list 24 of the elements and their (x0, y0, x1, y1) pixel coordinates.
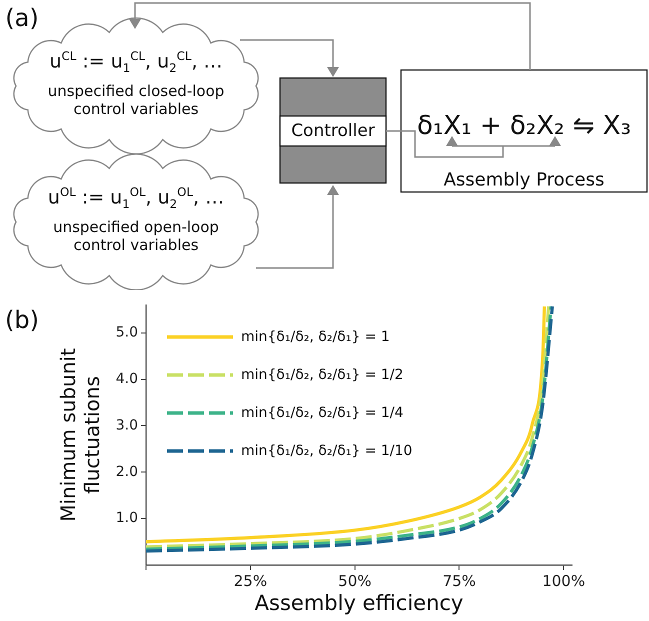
text: u$^{OL}$ := u$_{1}$$^{OL}$, u$_{2}$$^{OL}$, … (48, 184, 224, 212)
text: δ₁X₁ + δ₂X₂ ⇋ X₃ (417, 111, 631, 141)
text: unspecified open-loop control variables (52, 218, 220, 254)
x-axis-title: Assembly efficiency (254, 590, 464, 615)
y-tick-label: 2.0 (116, 464, 138, 480)
x-tick-label: 50% (338, 572, 372, 590)
y-axis-title: Minimum subunit fluctuations (56, 347, 104, 524)
y-tick-label: 4.0 (116, 370, 138, 387)
y-tick-label: 3.0 (116, 417, 138, 434)
y-tick-label: 1.0 (116, 510, 138, 526)
text: Assembly Process (444, 170, 604, 190)
text: (a) (5, 4, 39, 32)
text: u$^{CL}$ := u$_{1}$$^{CL}$, u$_{2}$$^{CL}$, … (49, 48, 223, 76)
chart-title: (b) (5, 306, 39, 334)
legend-label: min{δ₁/δ₂, δ₂/δ₁} = 1/10 (241, 443, 412, 459)
legend-label: min{δ₁/δ₂, δ₂/δ₁} = 1/4 (241, 405, 404, 421)
x-tick-label: 75% (442, 572, 476, 590)
x-tick-label: 25% (234, 572, 268, 590)
y-tick-label: 5.0 (116, 324, 138, 340)
text: unspecified closed-loop control variables (46, 82, 226, 118)
text: Controller (291, 121, 375, 141)
x-tick-label: 100% (542, 572, 586, 590)
legend-label: min{δ₁/δ₂, δ₂/δ₁} = 1/2 (241, 367, 404, 383)
legend-label: min{δ₁/δ₂, δ₂/δ₁} = 1 (241, 329, 390, 345)
